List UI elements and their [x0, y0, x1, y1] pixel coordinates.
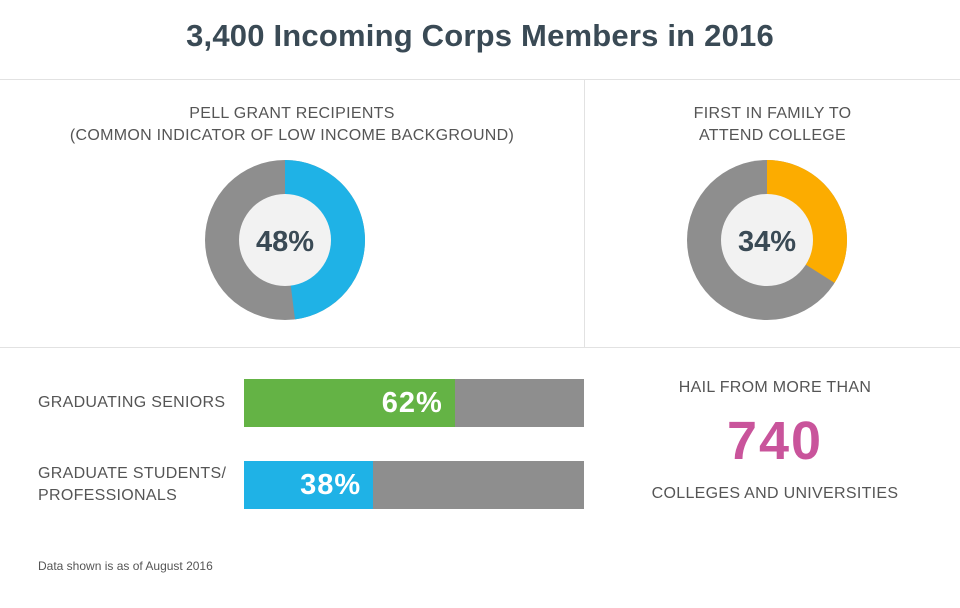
first-gen-donut-value: 34% — [738, 226, 796, 258]
pell-donut-value: 48% — [256, 226, 314, 258]
bar-value-graduating-seniors: 62% — [381, 386, 443, 419]
page-title: 3,400 Incoming Corps Members in 2016 — [186, 18, 774, 53]
bar-label-graduating-seniors: GRADUATING SENIORS — [38, 392, 225, 414]
pell-caption-line-1: PELL GRANT RECIPIENTS — [189, 105, 395, 122]
pell-caption-line-2: (COMMON INDICATOR OF LOW INCOME BACKGROU… — [69, 127, 515, 144]
divider-top — [0, 79, 960, 80]
pell-donut-chart: 48% — [205, 160, 366, 320]
bar-label-graduate-students-line-1: GRADUATE STUDENTS/ — [38, 465, 227, 482]
first-gen-donut-chart: 34% — [687, 160, 848, 320]
first-gen-caption: FIRST IN FAMILY TO ATTEND COLLEGE — [585, 103, 960, 147]
bar-label-graduate-students-line-2: PROFESSIONALS — [38, 487, 178, 504]
bar-fill-graduating-seniors: 62% — [244, 379, 455, 427]
bar-value-graduate-students: 38% — [300, 468, 362, 501]
footnote: Data shown is as of August 2016 — [38, 559, 213, 573]
colleges-bottom-text: COLLEGES AND UNIVERSITIES — [651, 485, 899, 502]
bar-track-graduating-seniors: 62% — [244, 379, 584, 427]
colleges-number: 740 — [726, 411, 824, 471]
divider-middle — [0, 347, 960, 348]
bar-label-graduating-seniors-line-1: GRADUATING SENIORS — [38, 394, 226, 411]
divider-vertical — [584, 80, 585, 347]
first-gen-caption-line-2: ATTEND COLLEGE — [698, 127, 847, 144]
bar-fill-graduate-students: 38% — [244, 461, 374, 509]
first-gen-caption-line-1: FIRST IN FAMILY TO — [693, 105, 852, 122]
first-gen-donut-center — [721, 194, 813, 286]
bar-label-graduate-students: GRADUATE STUDENTS/ PROFESSIONALS — [38, 463, 226, 507]
pell-donut-center — [239, 194, 331, 286]
pell-caption: PELL GRANT RECIPIENTS (COMMON INDICATOR … — [0, 103, 584, 147]
bar-track-graduate-students: 38% — [244, 461, 584, 509]
colleges-top-text: HAIL FROM MORE THAN — [678, 379, 872, 396]
